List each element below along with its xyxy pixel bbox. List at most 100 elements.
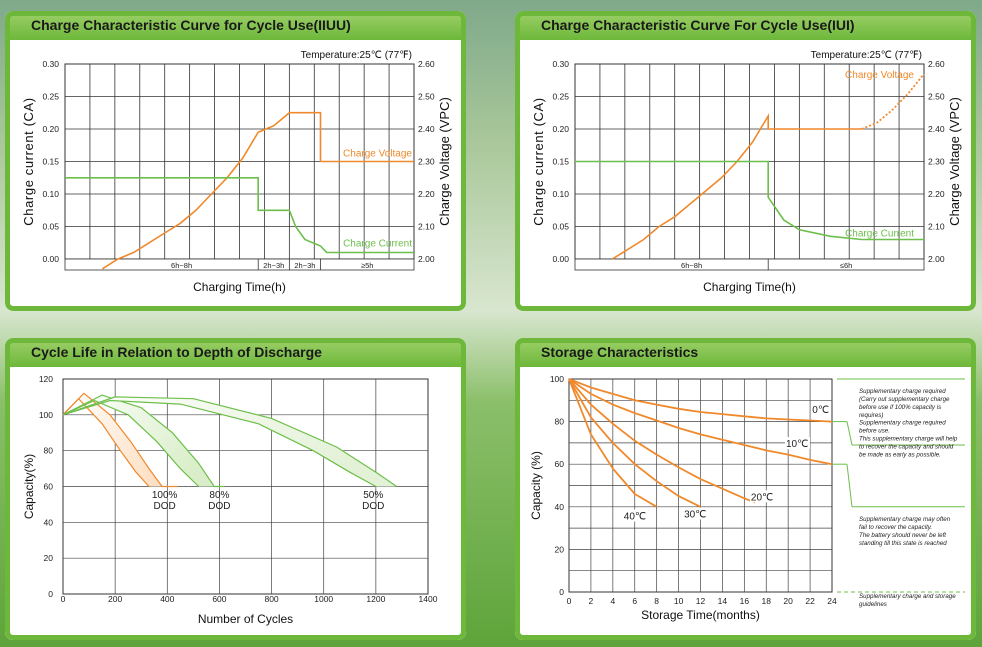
y-tick-label: 0.25 xyxy=(552,92,569,102)
phase-label: ≤6h xyxy=(840,261,852,270)
y2-tick-label: 2.20 xyxy=(418,189,435,199)
chart-storage: 0 2 4 6 8 10 12 14 16 18 20 22 24020406080100Storage… xyxy=(529,374,965,622)
series-line xyxy=(568,378,833,466)
y-tick-label: 20 xyxy=(44,553,54,563)
y-tick-label: 0 xyxy=(48,589,53,599)
x-tick-label: 2 xyxy=(589,596,594,606)
panel-iiuu: Charge Characteristic Curve for Cycle Us… xyxy=(5,11,466,311)
y2-tick-label: 2.10 xyxy=(418,222,435,232)
y2-tick-label: 2.10 xyxy=(928,222,945,232)
series-label: DOD xyxy=(362,501,384,512)
storage-note: fail to recover the capacity. xyxy=(859,524,932,531)
y-tick-label: 20 xyxy=(555,544,565,554)
series-line xyxy=(568,378,756,504)
phase-label: 2h~3h xyxy=(294,261,315,270)
series-label-bg xyxy=(683,507,709,520)
panel-title: Charge Characteristic Curve For Cycle Us… xyxy=(541,17,855,33)
series-upper-line xyxy=(62,392,178,488)
y2-axis-label: Charge Voltage (VPC) xyxy=(437,97,452,226)
x-tick-label: 200 xyxy=(108,594,122,604)
series-label: DOD xyxy=(208,501,230,512)
panel-title: Cycle Life in Relation to Depth of Disch… xyxy=(31,344,322,360)
y-tick-label: 0.20 xyxy=(42,124,59,134)
y-tick-label: 0.00 xyxy=(552,254,569,264)
storage-note: Supplementary charge may often xyxy=(859,516,951,523)
x-tick-label: 22 xyxy=(805,596,815,606)
y-tick-label: 40 xyxy=(555,502,565,512)
y-tick-label: 60 xyxy=(555,459,565,469)
series-label: 80% xyxy=(209,490,229,501)
y-tick-label: 60 xyxy=(44,482,54,492)
storage-note: (Carry out supplementary charge xyxy=(859,396,950,403)
phase-band xyxy=(64,258,415,271)
y2-axis-label: Charge Voltage (VPC) xyxy=(947,97,962,226)
series-label-bg xyxy=(622,509,648,522)
series-label: DOD xyxy=(154,501,176,512)
y2-tick-label: 2.40 xyxy=(418,124,435,134)
storage-note: Supplementary charge and storage xyxy=(859,593,956,600)
y-axis-label: Capacity (%) xyxy=(529,451,543,520)
series-label-voltage: Charge Voltage xyxy=(845,70,914,81)
phase-label: 6h~8h xyxy=(171,261,192,270)
y2-tick-label: 2.30 xyxy=(418,157,435,167)
y2-tick-label: 2.20 xyxy=(928,189,945,199)
x-tick-label: 1000 xyxy=(314,594,333,604)
x-axis-label: Charging Time(h) xyxy=(193,280,286,294)
storage-note: to recover the capacity and should xyxy=(859,444,954,451)
series-line xyxy=(568,378,701,508)
series-label: 0℃ xyxy=(812,405,829,416)
x-tick-label: 14 xyxy=(718,596,728,606)
y-tick-label: 0.30 xyxy=(552,59,569,69)
x-axis-label: Number of Cycles xyxy=(198,612,293,626)
y-tick-label: 0.00 xyxy=(42,254,59,264)
x-tick-label: 800 xyxy=(264,594,278,604)
y2-tick-label: 2.40 xyxy=(928,124,945,134)
series-label: 20℃ xyxy=(751,492,773,503)
storage-note: requires) xyxy=(859,412,883,419)
series-label: 100% xyxy=(152,490,178,501)
y-tick-label: 0.15 xyxy=(552,157,569,167)
panel-title: Storage Characteristics xyxy=(541,344,699,360)
panel-cycle-life: Cycle Life in Relation to Depth of Disch… xyxy=(5,338,466,640)
series-label-bg xyxy=(784,437,810,450)
storage-note: The battery should never be left xyxy=(859,532,946,539)
y-tick-label: 40 xyxy=(44,517,54,527)
x-tick-label: 400 xyxy=(160,594,174,604)
x-tick-label: 0 xyxy=(567,596,572,606)
series-label-voltage: Charge Voltage xyxy=(343,149,412,160)
x-tick-label: 600 xyxy=(212,594,226,604)
series-upper-line xyxy=(62,394,225,488)
zone-line xyxy=(846,464,853,507)
y-tick-label: 0.10 xyxy=(42,189,59,199)
storage-note: before use if 100% capacity is xyxy=(859,404,941,411)
x-axis-label: Storage Time(months) xyxy=(641,608,760,622)
x-tick-label: 8 xyxy=(654,596,659,606)
y2-tick-label: 2.00 xyxy=(928,254,945,264)
x-tick-label: 10 xyxy=(674,596,684,606)
y2-tick-label: 2.30 xyxy=(928,157,945,167)
series-label-bg xyxy=(749,490,775,503)
y-tick-label: 80 xyxy=(44,446,54,456)
series-line-voltage-dotted xyxy=(861,73,925,130)
chart-iui: 0.00 0.05 0.10 0.15 0.20 0.25 0.30 2.00 2.10 2.20… xyxy=(531,50,962,294)
temperature-note: Temperature:25℃ (77℉) xyxy=(301,50,412,61)
series-label-bg xyxy=(811,403,830,416)
y-tick-label: 120 xyxy=(39,374,53,384)
storage-note: This supplementary charge will help xyxy=(859,436,958,443)
y-tick-label: 0.05 xyxy=(42,222,59,232)
series-band xyxy=(63,396,397,487)
y-axis-label: Capacity(%) xyxy=(22,454,36,519)
x-tick-label: 12 xyxy=(696,596,706,606)
chart-cycle-life: 0 200 400 600 800 1000 1200 1400 0 20 40 60 80 100 120… xyxy=(22,374,438,626)
panel-iui: Charge Characteristic Curve For Cycle Us… xyxy=(515,11,976,311)
y-axis-label: Charge current (CA) xyxy=(531,97,546,225)
x-tick-label: 6 xyxy=(632,596,637,606)
series-label-current: Charge Current xyxy=(845,229,914,240)
series-line xyxy=(568,378,833,423)
y-tick-label: 0.05 xyxy=(552,222,569,232)
x-tick-label: 4 xyxy=(610,596,615,606)
x-tick-label: 0 xyxy=(61,594,66,604)
storage-note: before use. xyxy=(859,428,890,435)
series-lower-line xyxy=(62,399,377,488)
y2-tick-label: 2.60 xyxy=(418,59,435,69)
